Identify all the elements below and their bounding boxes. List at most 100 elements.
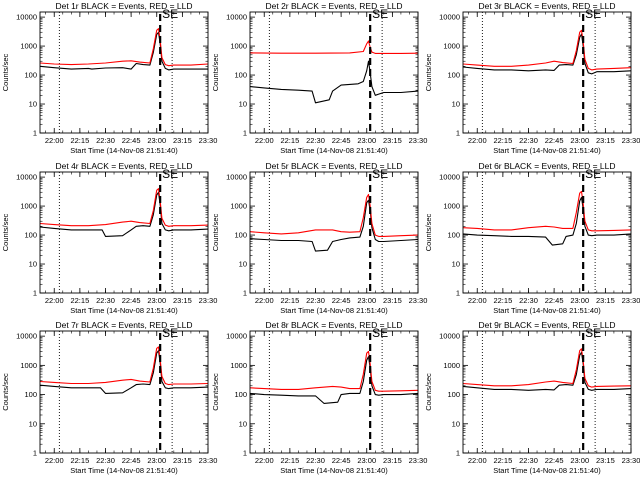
x-tick-label: 22:45 — [545, 136, 564, 145]
plot-frame — [39, 171, 209, 294]
det-panel-9: Det 9r BLACK = Events, RED = LLD Counts/s… — [424, 320, 640, 475]
x-tick-label: 22:30 — [306, 296, 325, 305]
y-tick-label: 1000 — [20, 361, 37, 370]
x-tick-label: 22:45 — [332, 456, 351, 465]
x-tick-label: 22:30 — [96, 136, 115, 145]
marker-label: SE — [372, 326, 388, 340]
lld-series-line — [249, 350, 419, 392]
y-tick-label: 10 — [452, 100, 460, 109]
marker-label: SE — [372, 7, 388, 21]
y-tick-label: 1000 — [443, 361, 460, 370]
x-tick-label: 22:15 — [493, 136, 512, 145]
x-axis-label: Start Time (14-Nov-08 21:51:40) — [70, 466, 178, 475]
x-tick-label: 23:30 — [199, 456, 218, 465]
marker-label: SE — [585, 167, 601, 181]
panel-title: Det 5r BLACK = Events, RED = LLD — [265, 161, 402, 171]
y-tick-label: 1 — [243, 289, 247, 298]
x-tick-label: 22:15 — [70, 296, 89, 305]
y-tick-label: 100 — [447, 390, 460, 399]
lld-series-line — [462, 348, 632, 388]
y-tick-label: 100 — [234, 71, 247, 80]
y-tick-label: 10000 — [16, 332, 37, 341]
panel-title: Det 7r BLACK = Events, RED = LLD — [55, 320, 192, 330]
x-tick-label: 23:00 — [357, 136, 376, 145]
y-axis-label: Counts/sec — [424, 53, 433, 91]
y-tick-label: 10000 — [439, 173, 460, 182]
x-tick-label: 23:15 — [596, 136, 615, 145]
det-panel-7: Det 7r BLACK = Events, RED = LLD Counts/s… — [1, 320, 217, 475]
plot-frame — [462, 330, 632, 454]
marker-label: SE — [162, 326, 178, 340]
x-tick-label: 22:15 — [70, 136, 89, 145]
lld-series-line — [249, 193, 419, 237]
x-tick-label: 23:30 — [622, 296, 640, 305]
y-tick-label: 10 — [239, 419, 247, 428]
y-tick-label: 100 — [24, 390, 37, 399]
y-axis-label: Counts/sec — [211, 213, 220, 251]
x-axis-label: Start Time (14-Nov-08 21:51:40) — [70, 146, 178, 155]
events-series-line — [39, 31, 208, 71]
plot-frame — [249, 171, 419, 294]
y-tick-label: 1000 — [230, 42, 247, 51]
y-tick-label: 10 — [29, 260, 37, 269]
x-axis-label: Start Time (14-Nov-08 21:51:40) — [280, 466, 388, 475]
x-tick-label: 22:15 — [280, 456, 299, 465]
det-panel-1: Det 1r BLACK = Events, RED = LLD Counts/s… — [1, 1, 217, 155]
events-series-line — [249, 356, 419, 404]
x-tick-label: 23:15 — [173, 136, 192, 145]
x-tick-label: 23:30 — [622, 136, 640, 145]
y-axis-label: Counts/sec — [424, 373, 433, 411]
x-tick-label: 23:00 — [357, 296, 376, 305]
x-tick-label: 22:30 — [306, 456, 325, 465]
x-tick-label: 23:30 — [622, 456, 640, 465]
marker-label: SE — [585, 7, 601, 21]
panel-title: Det 2r BLACK = Events, RED = LLD — [265, 1, 402, 11]
y-tick-label: 10 — [29, 100, 37, 109]
y-tick-label: 1 — [33, 449, 37, 458]
events-series-line — [39, 191, 209, 237]
y-tick-label: 10 — [452, 260, 460, 269]
plot-frame — [462, 171, 632, 294]
plot-frame — [249, 330, 419, 454]
events-series-line — [39, 350, 209, 394]
x-tick-label: 22:45 — [122, 136, 141, 145]
x-tick-label: 22:30 — [306, 136, 325, 145]
x-tick-label: 22:00 — [468, 136, 487, 145]
x-tick-label: 23:30 — [199, 296, 218, 305]
x-tick-label: 23:15 — [173, 456, 192, 465]
x-tick-label: 23:00 — [570, 296, 589, 305]
x-tick-label: 22:15 — [493, 296, 512, 305]
x-axis-label: Start Time (14-Nov-08 21:51:40) — [70, 306, 178, 315]
panel-title: Det 3r BLACK = Events, RED = LLD — [478, 1, 615, 11]
x-tick-label: 22:30 — [519, 456, 538, 465]
x-tick-label: 22:00 — [45, 456, 64, 465]
det-panel-4: Det 4r BLACK = Events, RED = LLD Counts/s… — [1, 161, 217, 315]
x-tick-label: 22:45 — [545, 456, 564, 465]
x-tick-label: 22:00 — [255, 136, 274, 145]
x-tick-label: 22:15 — [280, 136, 299, 145]
y-tick-label: 1000 — [20, 42, 37, 51]
x-tick-label: 22:00 — [45, 136, 64, 145]
x-tick-label: 22:45 — [122, 456, 141, 465]
y-tick-label: 100 — [234, 231, 247, 240]
y-tick-label: 10000 — [16, 173, 37, 182]
x-tick-label: 22:45 — [122, 296, 141, 305]
y-tick-label: 1 — [33, 129, 37, 138]
x-tick-label: 22:30 — [519, 296, 538, 305]
x-tick-label: 23:00 — [147, 296, 166, 305]
y-axis-label: Counts/sec — [211, 373, 220, 411]
y-tick-label: 10000 — [439, 13, 460, 22]
x-tick-label: 23:00 — [357, 456, 376, 465]
y-tick-label: 1 — [456, 289, 460, 298]
marker-label: SE — [585, 326, 601, 340]
y-tick-label: 100 — [447, 71, 460, 80]
det-panel-3: Det 3r BLACK = Events, RED = LLD Counts/s… — [424, 1, 640, 155]
events-series-line — [462, 351, 632, 391]
events-series-line — [462, 196, 632, 246]
x-tick-label: 22:00 — [468, 296, 487, 305]
x-tick-label: 22:45 — [545, 296, 564, 305]
y-tick-label: 10 — [239, 260, 247, 269]
x-tick-label: 22:15 — [70, 456, 89, 465]
y-tick-label: 1 — [33, 289, 37, 298]
lld-series-line — [39, 188, 209, 227]
